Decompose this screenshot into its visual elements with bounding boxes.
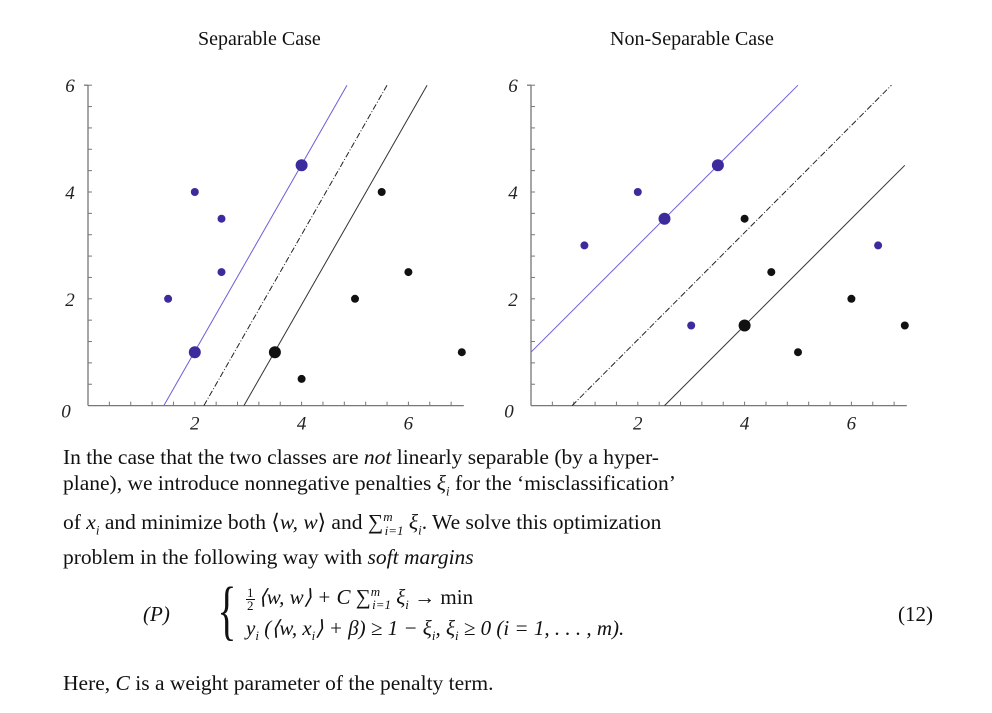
equation-12: (P) { 1 2 ⟨w, w⟩ + C ∑mi=1 ξi → min yi (⟨w…: [63, 576, 933, 648]
math: ξ: [391, 585, 406, 609]
x-tick-label: 4: [740, 414, 750, 435]
math-subscript: i: [445, 483, 450, 499]
data-point: [874, 241, 883, 250]
math-subscript: i=1: [372, 597, 392, 613]
math: y: [246, 616, 256, 640]
separable-case-chart: 0 2 4 6 2 4 6: [61, 76, 466, 435]
denominator: 2: [247, 597, 254, 613]
data-point: [633, 188, 642, 196]
text: problem in the following way with: [63, 544, 368, 569]
separating-hyperplane-line: [203, 84, 388, 406]
emphasis-soft-margins: soft margins: [367, 544, 474, 569]
x-tick-label: 6: [847, 414, 857, 435]
support-vector-point: [188, 346, 201, 359]
data-point: [847, 294, 856, 303]
math: ⟩ + β) ≥ 1 − ξ: [315, 616, 432, 640]
support-vector-point: [268, 346, 281, 359]
y-tick-label: 6: [65, 76, 75, 97]
y-tick-label: 2: [65, 290, 75, 311]
math: , ξ: [435, 616, 455, 640]
math-x: x: [86, 510, 96, 535]
math-subscript: i: [431, 628, 436, 644]
math-C: C: [115, 671, 130, 695]
body-paragraph: In the case that the two classes are not…: [63, 444, 933, 570]
x-tick-label: 6: [404, 414, 414, 435]
text: for the ‘misclassification’: [449, 471, 676, 495]
data-point: [190, 188, 199, 196]
numerator: 1: [246, 584, 255, 600]
math-inner-product: w, w: [279, 510, 318, 535]
support-vector-point: [738, 319, 751, 332]
data-point: [767, 268, 776, 277]
sum-symbol: ∑: [355, 585, 371, 609]
data-point: [164, 294, 173, 303]
math-subscript: i: [95, 522, 100, 538]
margin-+1-line: [163, 84, 348, 406]
origin-label: 0: [61, 402, 71, 423]
data-point: [457, 348, 466, 357]
text: is a weight parameter of the penalty ter…: [129, 671, 494, 695]
text: . We solve this optimization: [421, 510, 662, 535]
y-tick-label: 4: [65, 183, 75, 204]
support-vector-point: [658, 212, 671, 225]
math: ⟨w, w⟩ + C: [258, 585, 356, 609]
x-tick-label: 4: [297, 414, 307, 435]
emphasis-not: not: [363, 445, 392, 469]
data-point: [580, 241, 589, 250]
math-subscript: i: [405, 597, 409, 613]
chart-title-separable: Separable Case: [198, 28, 321, 50]
data-point: [297, 374, 306, 383]
text: Here,: [63, 671, 116, 695]
text: In the case that the two classes are: [63, 445, 364, 469]
margin--1-line: [243, 84, 428, 406]
left-brace: {: [217, 574, 237, 647]
text: and minimize both ⟨: [99, 510, 280, 535]
math-superscript: m: [383, 509, 393, 525]
y-tick-label: 4: [508, 183, 518, 204]
data-point: [377, 188, 386, 196]
text: plane), we introduce nonnegative penalti…: [63, 471, 437, 495]
equation-label: (P): [143, 602, 170, 626]
math-subscript: i: [418, 522, 422, 538]
closing-paragraph: Here, C is a weight parameter of the pen…: [63, 670, 933, 696]
sum-symbol: ∑: [367, 510, 384, 535]
math: ≥ 0 (i = 1, . . . , m).: [458, 616, 625, 640]
chart-title-non-separable: Non-Separable Case: [610, 28, 774, 50]
origin-label: 0: [504, 402, 514, 423]
text: linearly separable (by a hyper-: [391, 445, 659, 469]
math-xi: ξ: [403, 510, 419, 535]
data-point: [900, 321, 909, 330]
data-point: [687, 321, 696, 330]
x-tick-label: 2: [190, 414, 200, 435]
math-subscript: i: [311, 628, 316, 644]
text: of: [63, 510, 87, 535]
data-point: [217, 214, 226, 223]
data-point: [217, 268, 226, 277]
data-point: [404, 268, 413, 277]
equation-row-objective: 1 2 ⟨w, w⟩ + C ∑mi=1 ξi → min: [246, 584, 473, 613]
math-superscript: m: [370, 584, 381, 599]
support-vector-point: [711, 159, 724, 172]
math-subscript: i=1: [384, 522, 404, 538]
y-tick-label: 2: [508, 290, 518, 311]
text: ⟩ and: [317, 510, 368, 535]
equation-number: (12): [898, 602, 933, 626]
margin--1-line: [664, 164, 906, 406]
separating-hyperplane-line: [571, 84, 892, 406]
math-xi: ξ: [436, 471, 446, 495]
equation-row-constraint: yi (⟨w, xi⟩ + β) ≥ 1 − ξi, ξi ≥ 0 (i = 1…: [246, 616, 624, 644]
y-tick-label: 6: [508, 76, 518, 97]
data-point: [740, 214, 749, 223]
non-separable-case-chart: 0 2 4 6 2 4 6: [504, 76, 909, 435]
math: → min: [408, 585, 474, 609]
data-point: [794, 348, 802, 357]
x-tick-label: 2: [633, 414, 643, 435]
math: (⟨w, x: [258, 616, 312, 640]
math-subscript: i: [454, 628, 459, 644]
data-point: [351, 294, 359, 303]
support-vector-point: [295, 159, 308, 172]
math-subscript: i: [255, 628, 259, 644]
